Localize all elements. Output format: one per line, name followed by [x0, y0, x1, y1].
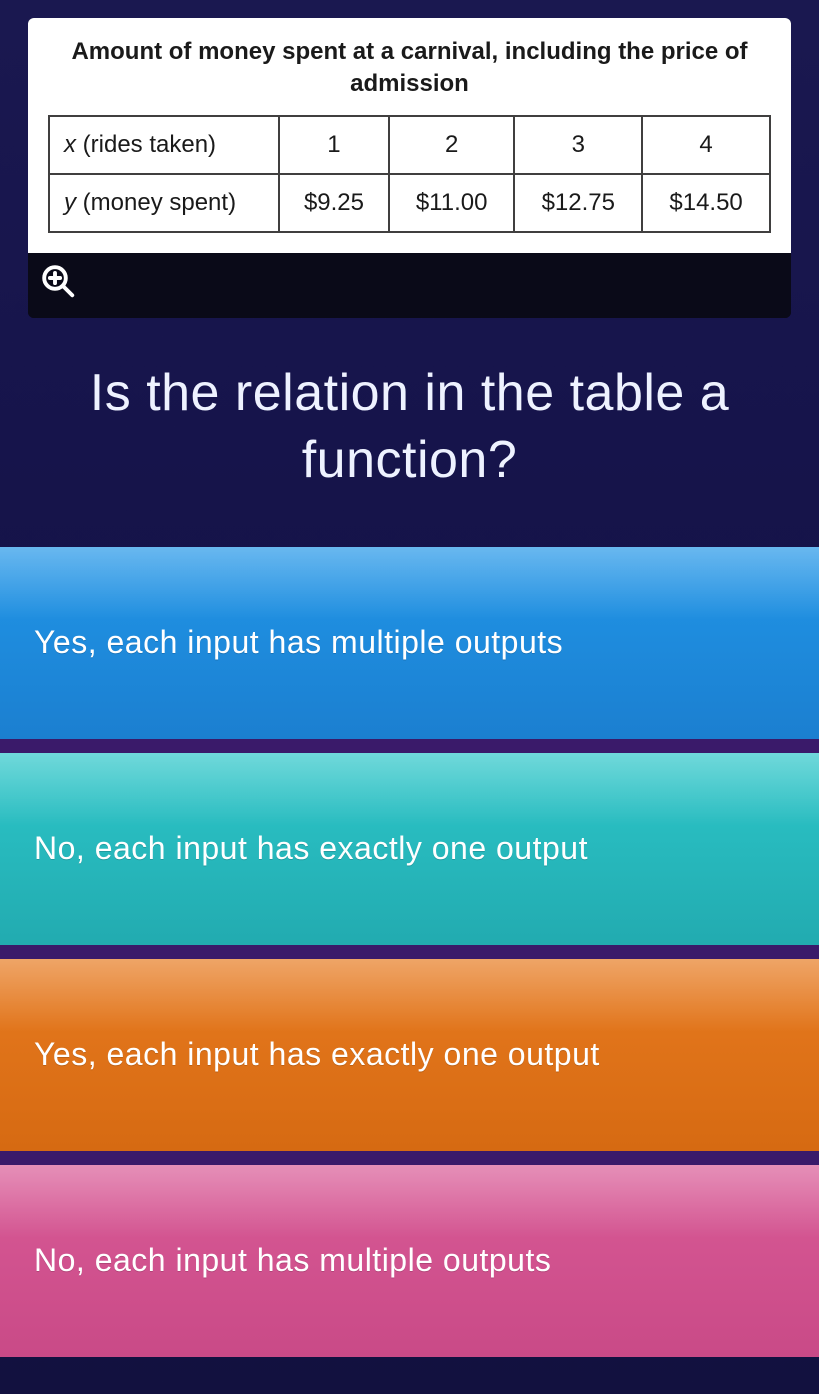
row-y-rest: (money spent) [76, 189, 236, 216]
cell: $11.00 [389, 174, 514, 232]
answer-label: No, each input has exactly one output [34, 830, 588, 867]
zoom-in-icon[interactable] [40, 263, 76, 299]
table-row: y (money spent) $9.25 $11.00 $12.75 $14.… [49, 174, 770, 232]
cell: $9.25 [279, 174, 389, 232]
cell: $14.50 [642, 174, 770, 232]
cell: 4 [642, 116, 770, 174]
row-header-y: y (money spent) [49, 174, 279, 232]
cell: 1 [279, 116, 389, 174]
cell: 3 [514, 116, 642, 174]
cell: 2 [389, 116, 514, 174]
answer-label: Yes, each input has multiple outputs [34, 624, 563, 661]
table-row: x (rides taken) 1 2 3 4 [49, 116, 770, 174]
table-container: Amount of money spent at a carnival, inc… [28, 18, 791, 318]
table-card: Amount of money spent at a carnival, inc… [28, 18, 791, 253]
answer-option-3[interactable]: Yes, each input has exactly one output [0, 959, 819, 1151]
answer-label: No, each input has multiple outputs [34, 1242, 551, 1279]
question-text: Is the relation in the table a function? [0, 318, 819, 547]
var-y: y [64, 189, 76, 216]
zoom-bar [28, 253, 791, 318]
answer-list: Yes, each input has multiple outputs No,… [0, 547, 819, 1357]
answer-option-2[interactable]: No, each input has exactly one output [0, 753, 819, 945]
data-table: x (rides taken) 1 2 3 4 y (money spent) … [48, 115, 771, 233]
row-header-x: x (rides taken) [49, 116, 279, 174]
cell: $12.75 [514, 174, 642, 232]
answer-label: Yes, each input has exactly one output [34, 1036, 600, 1073]
table-title: Amount of money spent at a carnival, inc… [48, 36, 771, 101]
var-x: x [64, 131, 76, 158]
row-x-rest: (rides taken) [76, 131, 216, 158]
answer-option-1[interactable]: Yes, each input has multiple outputs [0, 547, 819, 739]
answer-option-4[interactable]: No, each input has multiple outputs [0, 1165, 819, 1357]
